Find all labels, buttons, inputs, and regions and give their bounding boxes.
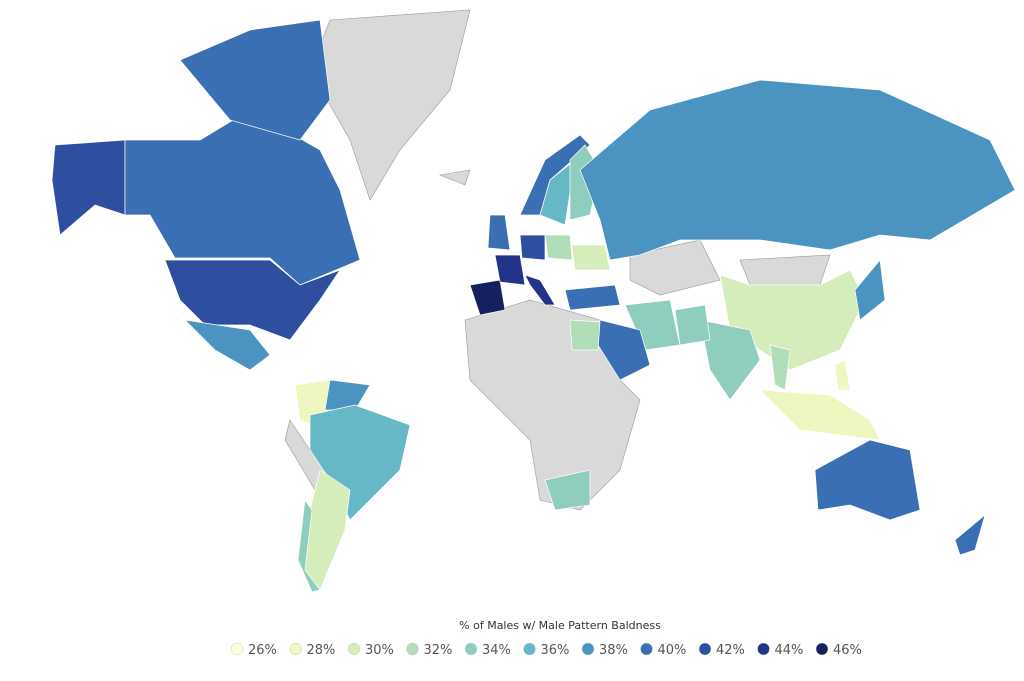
legend-label: 40% [658, 643, 687, 658]
country [769, 344, 791, 391]
country [469, 279, 506, 316]
country [524, 274, 556, 306]
legend-swatch [347, 642, 361, 656]
legend-label: 26% [248, 643, 277, 658]
country [571, 244, 611, 271]
country [544, 234, 573, 261]
legend-label: 36% [541, 643, 570, 658]
country [124, 109, 361, 286]
country [579, 79, 1016, 261]
legend-label: 44% [775, 643, 804, 658]
country [519, 234, 546, 261]
country [544, 469, 591, 511]
country [494, 254, 526, 286]
greenland [309, 9, 471, 201]
legend-swatch [698, 642, 712, 656]
country [569, 319, 601, 351]
regions [51, 19, 1016, 593]
legend-label: 34% [482, 643, 511, 658]
mongolia [739, 254, 831, 286]
kazakhstan [629, 239, 721, 296]
country [304, 469, 351, 591]
country [674, 304, 711, 346]
country [164, 259, 341, 341]
legend-label: 30% [365, 643, 394, 658]
africa [464, 299, 641, 511]
legend-swatch [815, 642, 829, 656]
country [487, 214, 511, 251]
legend-title: % of Males w/ Male Pattern Baldness [459, 619, 661, 632]
legend-swatch [523, 642, 536, 656]
country [834, 359, 851, 391]
legend-swatch [640, 642, 653, 656]
country [954, 514, 986, 556]
country [854, 259, 886, 321]
country [183, 319, 271, 371]
country [51, 139, 126, 236]
legend-label: 28% [307, 643, 336, 658]
legend: 26% 28% 30% 32% 34% 36% 38% 40% 42% 44% 46% [230, 642, 862, 658]
country [564, 284, 621, 311]
country [759, 389, 881, 441]
country [309, 404, 411, 521]
country [324, 379, 371, 411]
country [179, 19, 331, 141]
legend-swatch [406, 642, 419, 656]
country [297, 499, 321, 593]
legend-label: 38% [599, 643, 628, 658]
legend-swatch [757, 642, 770, 656]
country [814, 439, 921, 521]
country [699, 319, 761, 401]
no-data-regions [284, 9, 831, 511]
legend-swatch [230, 642, 244, 656]
legend-swatch [464, 642, 478, 656]
iceland [438, 169, 471, 186]
legend-label: 32% [424, 643, 453, 658]
legend-label: 46% [833, 643, 862, 658]
legend-label: 42% [716, 643, 745, 658]
legend-swatch [581, 642, 595, 656]
legend-swatch [289, 642, 302, 656]
